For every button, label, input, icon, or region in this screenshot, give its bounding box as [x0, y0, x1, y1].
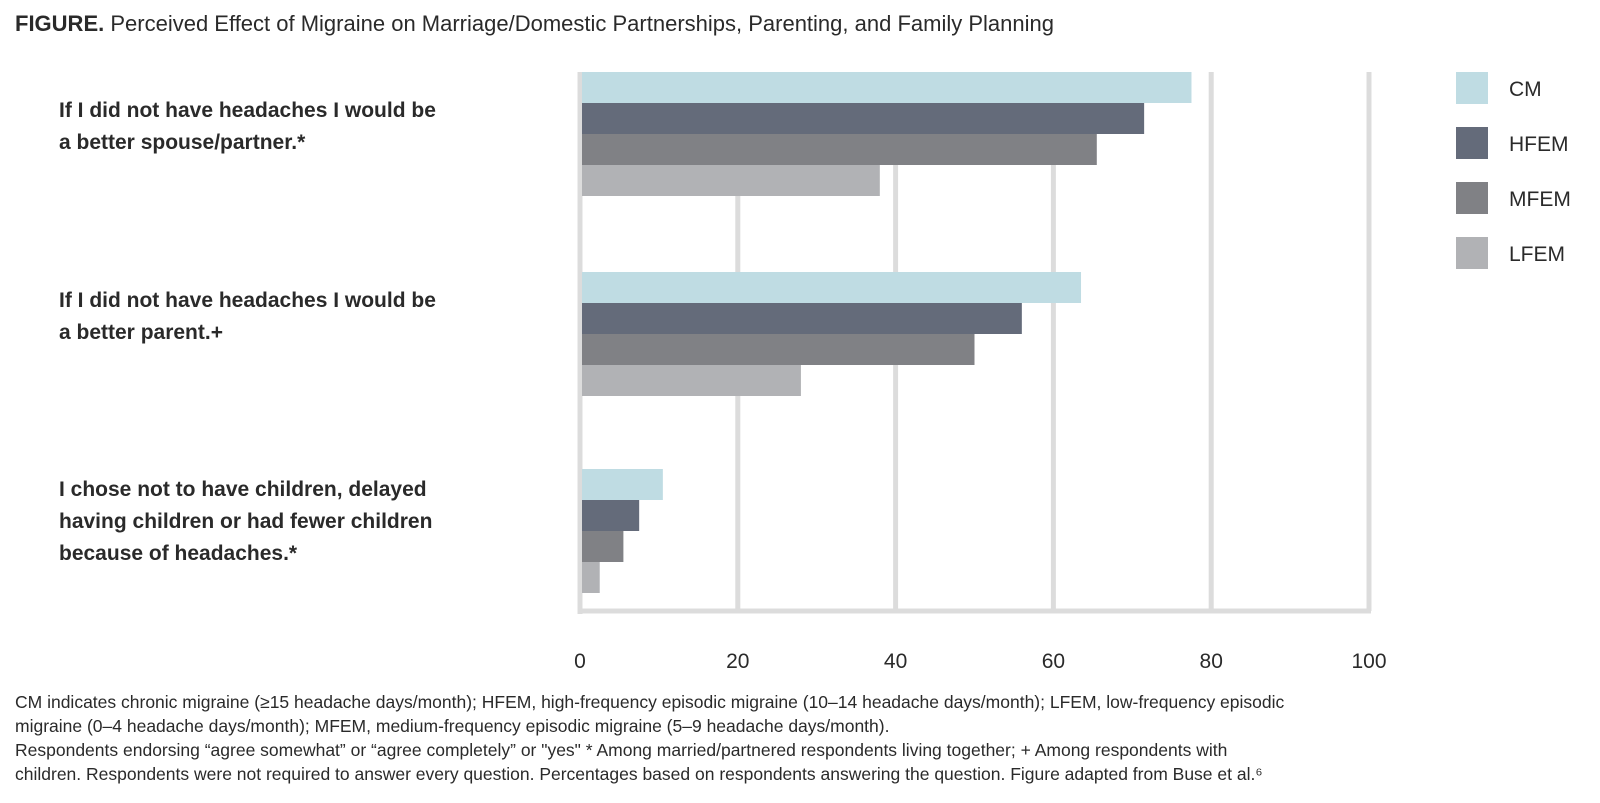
x-tick-label: 20 [726, 650, 749, 673]
legend-label-mfem: MFEM [1509, 188, 1571, 211]
figure-title-text: Perceived Effect of Migraine on Marriage… [110, 11, 1054, 36]
footnote-line: Respondents endorsing “agree somewhat” o… [15, 740, 1228, 760]
bar-lfem [582, 562, 600, 593]
x-tick-label: 0 [574, 650, 586, 673]
bar-hfem [582, 103, 1145, 134]
category-label-line: If I did not have headaches I would be [59, 289, 436, 312]
bar-cm [582, 469, 663, 500]
legend-swatch-cm [1456, 72, 1488, 104]
legend-label-lfem: LFEM [1509, 243, 1565, 266]
x-tick-label: 40 [884, 650, 907, 673]
category-label-line: I chose not to have children, delayed [59, 478, 427, 501]
category-label-spouse: If I did not have headaches I would be a… [59, 95, 529, 159]
legend-swatch-mfem [1456, 182, 1488, 214]
category-label-line: having children or had fewer children [59, 510, 433, 533]
legend-swatch-hfem [1456, 127, 1488, 159]
bar-mfem [582, 334, 975, 365]
legend-swatch-lfem [1456, 237, 1488, 269]
x-tick-label: 100 [1351, 650, 1386, 673]
category-label-parent: If I did not have headaches I would be a… [59, 285, 529, 349]
bar-lfem [582, 165, 880, 196]
x-tick-label: 80 [1200, 650, 1223, 673]
category-label-line: a better parent.+ [59, 321, 223, 344]
footnote-line: CM indicates chronic migraine (≥15 heada… [15, 692, 1285, 712]
bar-mfem [582, 531, 624, 562]
category-label-line: because of headaches.* [59, 542, 298, 565]
bar-cm [582, 72, 1192, 103]
category-label-line: If I did not have headaches I would be [59, 99, 436, 122]
bar-mfem [582, 134, 1097, 165]
legend-label-hfem: HFEM [1509, 133, 1569, 156]
footnote-line: migraine (0–4 headache days/month); MFEM… [15, 716, 890, 736]
x-tick-label: 60 [1042, 650, 1065, 673]
bar-cm [582, 272, 1082, 303]
bar-chart: 0 20 40 60 80 100 CM HFEM MFEM LFEM [574, 72, 1571, 673]
bar-hfem [582, 500, 640, 531]
figure-prefix: FIGURE. [15, 11, 105, 36]
category-label-children: I chose not to have children, delayed ha… [59, 474, 529, 570]
footnote-line: children. Respondents were not required … [15, 764, 1263, 784]
category-label-line: a better spouse/partner.* [59, 131, 306, 154]
figure-title: FIGURE. Perceived Effect of Migraine on … [15, 8, 1054, 40]
legend-label-cm: CM [1509, 78, 1542, 101]
bar-hfem [582, 303, 1022, 334]
bar-lfem [582, 365, 801, 396]
